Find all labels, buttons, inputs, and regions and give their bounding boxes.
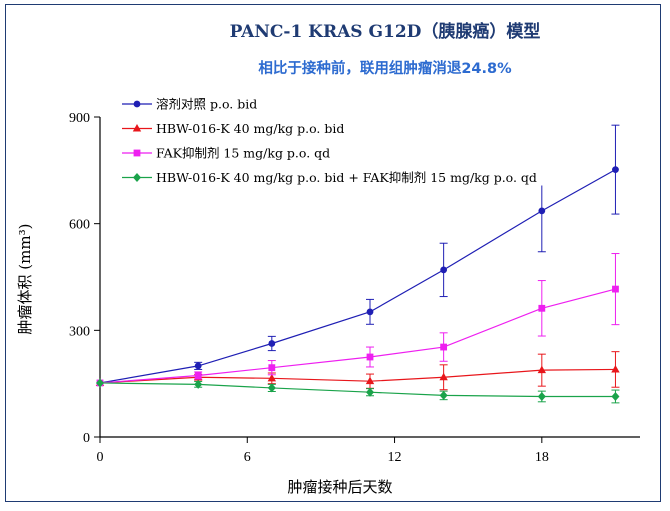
- data-point: [538, 207, 546, 215]
- data-point: [194, 362, 202, 370]
- chart-title: PANC-1 KRAS G12D（胰腺癌）模型: [230, 21, 541, 42]
- legend-label: FAK抑制剂 15 mg/kg p.o. qd: [156, 146, 330, 161]
- x-tick-label: 12: [388, 450, 402, 465]
- legend-label: 溶剂对照 p.o. bid: [156, 97, 257, 112]
- data-point: [268, 364, 276, 372]
- y-tick-label: 900: [69, 111, 90, 126]
- x-tick-label: 6: [244, 450, 251, 465]
- data-point: [366, 308, 374, 316]
- legend-entry: FAK抑制剂 15 mg/kg p.o. qd: [118, 144, 550, 161]
- data-point: [440, 343, 448, 351]
- series-4: [96, 378, 620, 404]
- data-point: [611, 391, 620, 401]
- data-point: [537, 391, 546, 401]
- legend-entry-background: [118, 168, 550, 186]
- data-point: [194, 379, 203, 389]
- data-point: [612, 285, 619, 293]
- legend-entry-background: [118, 144, 550, 161]
- y-axis-label: 肿瘤体积 (mm³): [16, 224, 34, 335]
- legend-marker: [133, 149, 141, 157]
- axes: 0 300 600 900 0 6 12 18: [69, 111, 640, 465]
- data-point: [366, 353, 374, 361]
- y-tick-label: 0: [83, 431, 90, 446]
- legend: 溶剂对照 p.o. bid HBW-016-K 40 mg/kg p.o. bid…: [118, 95, 550, 186]
- series-line: [99, 382, 616, 398]
- x-tick-label: 18: [535, 450, 549, 465]
- data-point: [538, 304, 546, 312]
- legend-label: HBW-016-K 40 mg/kg p.o. bid: [156, 121, 344, 136]
- data-point: [96, 378, 104, 388]
- data-point: [365, 376, 375, 385]
- data-point: [268, 340, 276, 347]
- x-axis-label: 肿瘤接种后天数: [287, 478, 392, 496]
- legend-marker: [133, 173, 141, 182]
- x-tick-label: 0: [97, 450, 104, 465]
- series-3: [96, 253, 620, 387]
- legend-entry: HBW-016-K 40 mg/kg p.o. bid: [118, 119, 550, 137]
- data-point: [537, 365, 547, 374]
- y-tick-label: 600: [69, 218, 90, 233]
- legend-label: HBW-016-K 40 mg/kg p.o. bid + FAK抑制剂 15 …: [156, 170, 537, 185]
- series-line: [99, 169, 616, 384]
- data-point: [439, 390, 448, 400]
- data-point: [612, 166, 619, 174]
- legend-marker: [133, 100, 141, 108]
- chart-frame: [5, 4, 661, 502]
- legend-entry-background: [118, 95, 550, 112]
- data-point: [440, 266, 448, 274]
- y-tick-label: 300: [69, 324, 90, 339]
- data-point: [194, 372, 202, 379]
- data-point: [267, 383, 276, 393]
- series-line: [99, 368, 616, 384]
- plot-area: [95, 124, 620, 404]
- chart-subtitle: 相比于接种前，联用组肿瘤消退24.8%: [258, 59, 512, 77]
- legend-entry: 溶剂对照 p.o. bid: [118, 95, 550, 112]
- legend-entry: HBW-016-K 40 mg/kg p.o. bid + FAK抑制剂 15 …: [118, 168, 550, 186]
- legend-entry-background: [118, 119, 550, 137]
- data-point: [366, 387, 374, 397]
- data-point: [611, 364, 620, 373]
- data-point: [439, 372, 448, 381]
- data-point: [267, 373, 277, 382]
- legend-marker: [132, 124, 142, 132]
- series-1: [96, 124, 620, 387]
